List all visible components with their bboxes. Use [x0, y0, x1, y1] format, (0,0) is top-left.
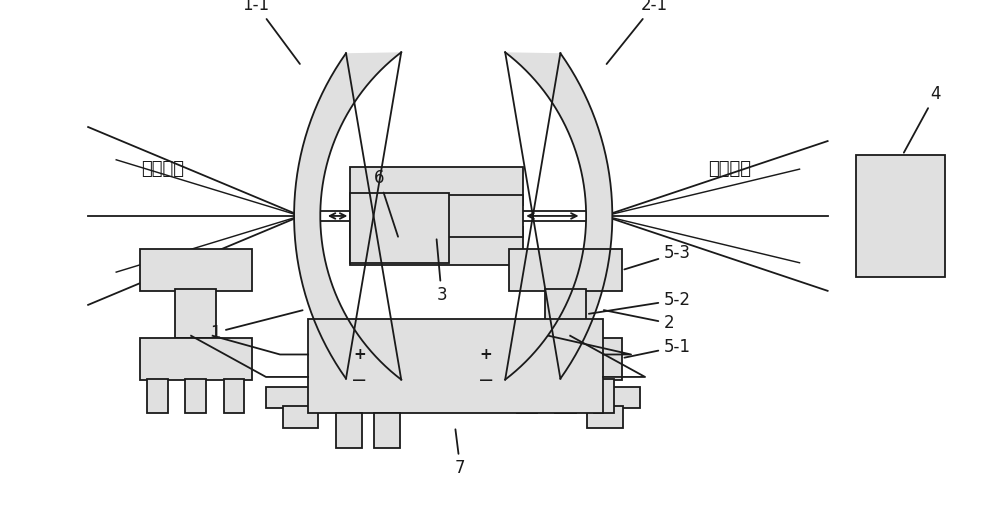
Bar — [517, 379, 537, 412]
Text: 5-2: 5-2 — [589, 291, 691, 314]
Bar — [509, 338, 622, 380]
Bar — [594, 379, 614, 412]
Text: 1: 1 — [210, 310, 303, 342]
Polygon shape — [505, 52, 612, 379]
Bar — [374, 412, 400, 448]
Text: −: − — [351, 371, 368, 390]
Bar — [350, 167, 523, 205]
Text: +: + — [480, 347, 492, 362]
Polygon shape — [294, 52, 401, 379]
Bar — [350, 193, 449, 263]
Text: 5-1: 5-1 — [624, 338, 691, 358]
Bar — [587, 406, 623, 428]
Bar — [545, 289, 586, 338]
Text: 5-3: 5-3 — [624, 244, 691, 269]
Bar — [350, 196, 523, 237]
Bar — [856, 155, 945, 277]
Text: 高斯光束: 高斯光束 — [142, 160, 185, 178]
Bar — [570, 387, 640, 408]
Bar — [185, 379, 206, 412]
Bar — [336, 412, 362, 448]
Bar — [555, 379, 576, 412]
Bar — [175, 289, 216, 338]
Text: 2: 2 — [604, 310, 674, 332]
Text: 7: 7 — [455, 429, 466, 478]
Bar — [283, 406, 318, 428]
Text: 2-1: 2-1 — [607, 0, 668, 64]
Bar — [308, 319, 603, 412]
Bar — [509, 249, 622, 291]
Bar — [350, 227, 523, 265]
Text: 4: 4 — [904, 85, 941, 153]
Text: 1-1: 1-1 — [243, 0, 300, 64]
Text: 6: 6 — [374, 169, 398, 237]
Bar — [147, 379, 168, 412]
Bar — [140, 249, 252, 291]
Text: −: − — [478, 371, 494, 390]
Text: 3: 3 — [436, 239, 447, 304]
Text: 高斯光束: 高斯光束 — [708, 160, 751, 178]
Bar — [266, 387, 336, 408]
Bar — [140, 338, 252, 380]
Bar — [224, 379, 244, 412]
Text: +: + — [353, 347, 366, 362]
